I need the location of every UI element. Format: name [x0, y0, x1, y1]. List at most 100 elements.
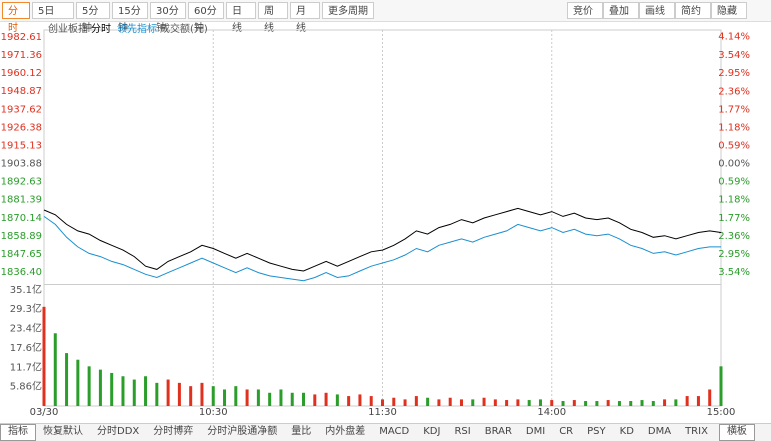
volume-tick-label: 23.4亿 — [10, 322, 42, 335]
y2-tick-label: 2.36% — [718, 86, 750, 97]
y2-tick-label: 0.00% — [718, 159, 750, 170]
volume-tick-label: 35.1亿 — [10, 283, 42, 296]
y2-tick-label: 3.54% — [718, 267, 750, 278]
y2-tick-label: 4.14% — [718, 32, 750, 43]
volume-tick-label: 5.86亿 — [10, 380, 42, 393]
toolbar-button[interactable]: 15分钟 — [112, 2, 148, 34]
tab[interactable]: PSY — [587, 426, 606, 437]
volume-bar — [561, 401, 565, 406]
volume-bar — [347, 396, 351, 406]
volume-bar — [76, 359, 80, 406]
y-tick-label: 1892.63 — [1, 177, 42, 188]
volume-tick-label: 11.7亿 — [10, 360, 42, 373]
y2-tick-label: 1.18% — [718, 195, 750, 206]
y-tick-label: 1960.12 — [1, 68, 42, 79]
volume-bar — [290, 392, 294, 406]
tab[interactable]: MACD — [379, 426, 410, 437]
chart-title: 创业板指 — [48, 22, 88, 35]
y2-tick-label: 1.77% — [718, 104, 750, 115]
y2-tick-label: 3.54% — [718, 50, 750, 61]
y2-tick-label: 2.95% — [718, 249, 750, 260]
volume-bar — [211, 386, 215, 406]
toolbar-button[interactable]: 隐藏 — [711, 2, 747, 19]
y-tick-label: 1870.14 — [1, 213, 42, 224]
volume-bar — [302, 392, 306, 406]
volume-bar — [234, 386, 238, 406]
price-line — [43, 207, 722, 272]
toolbar-button[interactable]: 更多周期 — [322, 2, 374, 19]
volume-bar — [324, 392, 328, 406]
volume-bar — [414, 396, 418, 406]
y-tick-label: 1937.62 — [1, 104, 42, 115]
volume-bar — [493, 399, 497, 406]
toolbar-button[interactable]: 周线 — [258, 2, 288, 34]
volume-bar — [256, 389, 260, 406]
tab[interactable]: KD — [619, 426, 634, 437]
tab[interactable]: DMI — [525, 426, 546, 437]
volume-bar — [719, 366, 723, 406]
volume-bar — [381, 399, 384, 406]
toolbar-button[interactable]: 5分钟 — [76, 2, 110, 34]
price-line — [43, 215, 721, 282]
toolbar-button[interactable]: 30分钟 — [150, 2, 186, 34]
volume-bar — [663, 399, 667, 406]
volume-bar — [369, 396, 373, 406]
volume-bar — [189, 386, 193, 406]
toolbar-button[interactable]: 竞价 — [567, 2, 603, 19]
volume-bar — [177, 382, 181, 406]
tab[interactable]: RSI — [454, 426, 471, 437]
volume-bar — [527, 400, 531, 406]
tab[interactable]: 分时沪股通净额 — [207, 426, 278, 437]
toolbar-button[interactable]: 分时 — [2, 2, 30, 34]
chart: 创业板指 分时 领先指标 成交额(元) 1982.61 1971.36 1960.1… — [1, 22, 750, 418]
toolbar-button[interactable]: 5日 — [32, 2, 74, 19]
tab[interactable]: 横板 — [718, 424, 755, 441]
y-tick-label: 1915.13 — [1, 140, 42, 151]
toolbar-button[interactable]: 简约 — [675, 2, 711, 19]
tab[interactable]: TRIX — [685, 426, 708, 437]
toolbar-button[interactable]: 画线 — [639, 2, 675, 19]
volume-bar — [313, 394, 317, 406]
volume-bar — [459, 399, 463, 406]
volume-bar — [617, 401, 621, 406]
y-tick-label: 1847.65 — [1, 249, 42, 260]
tab[interactable]: 分时DDX — [97, 426, 140, 437]
legend-entry: 领先指标 — [117, 22, 157, 35]
tab[interactable]: 指标 — [0, 424, 36, 441]
tab[interactable]: BRAR — [484, 426, 512, 437]
toolbar-button[interactable]: 月线 — [290, 2, 320, 34]
y-tick-label: 1926.38 — [1, 122, 42, 133]
toolbar-button[interactable]: 日线 — [226, 2, 256, 34]
volume-bar — [223, 389, 227, 406]
tab[interactable]: 量比 — [291, 426, 312, 437]
x-tick-label: 15:00 — [707, 407, 736, 418]
tab[interactable]: 内外盘差 — [325, 426, 366, 437]
legend-entry: 分时 — [91, 23, 111, 35]
y2-tick-label: 2.36% — [718, 231, 750, 242]
volume-bar — [110, 372, 114, 406]
toolbar-button[interactable]: 叠加 — [603, 2, 639, 19]
volume-bar — [279, 389, 283, 406]
y2-tick-label: 1.18% — [718, 122, 750, 133]
tab[interactable]: KDJ — [423, 426, 441, 437]
y-tick-label: 1903.88 — [1, 159, 42, 170]
volume-bar — [132, 379, 136, 406]
volume-bar — [516, 399, 520, 406]
volume-bar — [200, 382, 204, 406]
volume-bar — [595, 401, 599, 406]
y-tick-label: 1982.61 — [1, 32, 42, 43]
volume-bar — [144, 376, 148, 406]
tab[interactable]: CR — [559, 426, 574, 437]
volume-bar — [166, 379, 170, 406]
volume-bar — [98, 369, 102, 406]
tab[interactable]: 分时博弈 — [153, 426, 194, 437]
volume-bar — [42, 306, 46, 406]
x-tick-label: 14:00 — [537, 407, 566, 418]
volume-tick-label: 17.6亿 — [10, 341, 42, 354]
volume-bar — [584, 401, 588, 406]
tab[interactable]: DMA — [647, 426, 672, 437]
tab[interactable]: 恢复默认 — [43, 426, 83, 437]
volume-bar — [538, 399, 542, 406]
toolbar-button[interactable]: 60分钟 — [188, 2, 224, 34]
